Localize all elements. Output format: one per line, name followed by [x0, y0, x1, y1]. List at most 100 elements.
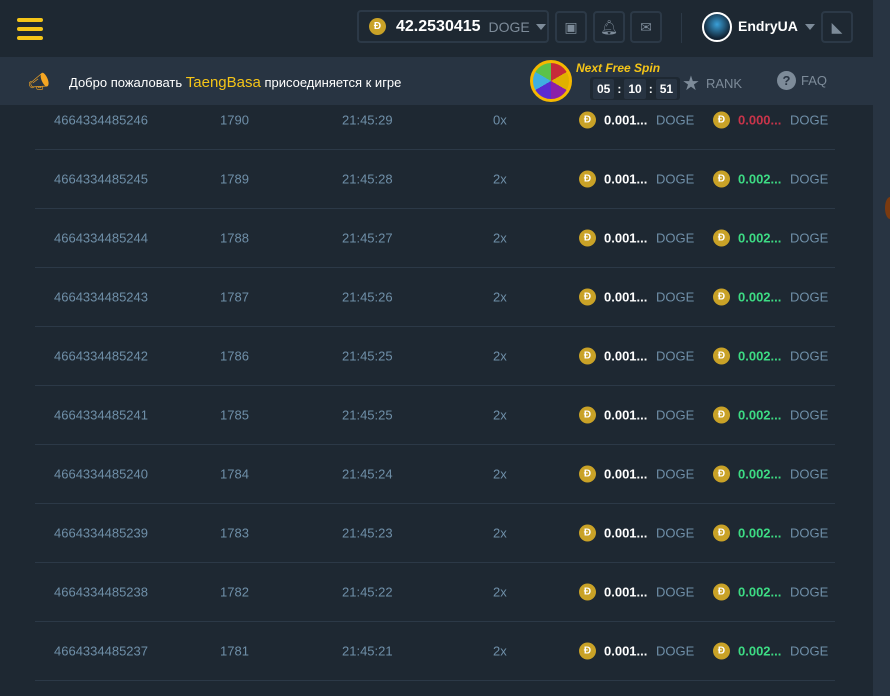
faq-link[interactable]: ? FAQ [777, 71, 827, 90]
multiplier: 2x [493, 525, 507, 541]
bet-id[interactable]: 4664334485246 [54, 112, 148, 128]
bet-currency: DOGE [656, 348, 695, 364]
payout-currency: DOGE [790, 112, 829, 128]
bet-amount: 0.001... [604, 289, 648, 305]
bet-amount-cell: Ð 0.001... DOGE [579, 524, 695, 542]
bet-id[interactable]: 4664334485243 [54, 289, 148, 305]
payout-amount: 0.002... [738, 171, 782, 187]
spin-timer: 05:10:51 [590, 77, 681, 100]
bet-currency: DOGE [656, 466, 695, 482]
multiplier: 2x [493, 348, 507, 364]
payout-amount: 0.002... [738, 348, 782, 364]
bet-id[interactable]: 4664334485237 [54, 643, 148, 659]
doge-coin-icon: Ð [713, 111, 730, 129]
rank-link[interactable]: ★ RANK [682, 71, 742, 96]
wallet-icon: ▣ [564, 18, 578, 35]
table-row[interactable]: 4664334485242 1786 21:45:25 2x Ð 0.001...… [35, 327, 835, 386]
bet-currency: DOGE [656, 230, 695, 246]
bet-currency: DOGE [656, 407, 695, 423]
round-number: 1788 [220, 230, 249, 246]
notifications-button[interactable]: 🔔︎ [593, 11, 625, 43]
faq-label: FAQ [801, 73, 828, 88]
timer-minutes: 10 [624, 78, 646, 99]
chevron-down-icon[interactable] [805, 24, 815, 30]
bell-icon: 🔔︎ [600, 18, 618, 35]
round-number: 1790 [220, 112, 249, 128]
bet-id[interactable]: 4664334485242 [54, 348, 148, 364]
username[interactable]: EndryUA [738, 18, 798, 34]
bet-amount-cell: Ð 0.001... DOGE [579, 642, 694, 660]
bet-amount-cell: Ð 0.001... DOGE [579, 347, 695, 365]
payout-currency: DOGE [790, 643, 829, 659]
round-number: 1783 [220, 525, 249, 541]
bet-currency: DOGE [656, 171, 695, 187]
bet-time: 21:45:28 [342, 171, 393, 187]
divider [681, 13, 682, 43]
doge-coin-icon: Ð [579, 229, 596, 247]
bet-currency: DOGE [656, 112, 695, 128]
star-icon: ★ [682, 73, 700, 95]
round-number: 1785 [220, 407, 249, 423]
bet-currency: DOGE [656, 525, 695, 541]
menu-icon[interactable] [17, 18, 43, 42]
balance-selector[interactable]: Ð 42.2530415 DOGE [357, 10, 549, 43]
bet-id[interactable]: 4664334485244 [54, 230, 148, 246]
messages-button[interactable]: ✉ [630, 11, 662, 43]
bet-id[interactable]: 4664334485239 [54, 525, 148, 541]
table-row[interactable]: 4664334485240 1784 21:45:24 2x Ð 0.001...… [35, 445, 835, 504]
chat-toggle-button[interactable]: ◣ [821, 11, 853, 43]
doge-coin-icon: Ð [579, 347, 596, 365]
round-number: 1789 [220, 171, 249, 187]
doge-coin-icon: Ð [579, 524, 596, 542]
payout-amount: 0.002... [738, 407, 782, 423]
bet-amount-cell: Ð 0.001... DOGE [579, 288, 695, 306]
table-row[interactable]: 4664334485237 1781 21:45:21 2x Ð 0.001...… [35, 622, 835, 681]
multiplier: 2x [493, 171, 507, 187]
bet-time: 21:45:25 [342, 407, 393, 423]
round-number: 1781 [220, 643, 249, 659]
table-row[interactable]: 4664334485241 1785 21:45:25 2x Ð 0.001...… [35, 386, 835, 445]
table-row[interactable]: 4664334485246 1790 21:45:29 0x Ð 0.001...… [35, 105, 835, 150]
bet-id[interactable]: 4664334485240 [54, 466, 148, 482]
bet-currency: DOGE [656, 584, 695, 600]
bet-time: 21:45:23 [342, 525, 393, 541]
payout-cell: Ð 0.002... DOGE [713, 170, 828, 188]
payout-cell: Ð 0.002... DOGE [713, 465, 828, 483]
payout-amount: 0.002... [738, 466, 782, 482]
bet-id[interactable]: 4664334485238 [54, 584, 148, 600]
chat-icon: ◣ [831, 18, 843, 35]
doge-coin-icon: Ð [369, 18, 386, 35]
doge-coin-icon: Ð [713, 642, 730, 660]
payout-cell: Ð 0.002... DOGE [713, 229, 829, 247]
payout-amount: 0.002... [738, 289, 782, 305]
payout-cell: Ð 0.002... DOGE [713, 288, 828, 306]
bet-id[interactable]: 4664334485241 [54, 407, 148, 423]
round-number: 1786 [220, 348, 249, 364]
player-name: TaengBasa [185, 74, 261, 91]
table-row[interactable]: 4664334485239 1783 21:45:23 2x Ð 0.001...… [35, 504, 835, 563]
payout-amount: 0.002... [738, 230, 782, 246]
avatar[interactable] [702, 12, 732, 42]
doge-coin-icon: Ð [713, 229, 730, 247]
payout-amount: 0.002... [738, 525, 782, 541]
doge-coin-icon: Ð [713, 465, 730, 483]
spin-wheel-icon[interactable] [530, 60, 572, 102]
payout-currency: DOGE [790, 525, 829, 541]
wallet-button[interactable]: ▣ [555, 11, 587, 43]
bet-currency: DOGE [656, 289, 695, 305]
payout-currency: DOGE [790, 230, 829, 246]
doge-coin-icon: Ð [579, 465, 596, 483]
multiplier: 2x [493, 584, 507, 600]
bet-time: 21:45:22 [342, 584, 393, 600]
table-row[interactable]: 4664334485244 1788 21:45:27 2x Ð 0.001...… [35, 209, 835, 268]
payout-currency: DOGE [790, 584, 829, 600]
bet-id[interactable]: 4664334485245 [54, 171, 148, 187]
table-row[interactable]: 4664334485238 1782 21:45:22 2x Ð 0.001...… [35, 563, 835, 622]
bet-time: 21:45:24 [342, 466, 393, 482]
bet-amount: 0.001... [604, 466, 648, 482]
table-row[interactable]: 4664334485245 1789 21:45:28 2x Ð 0.001...… [35, 150, 835, 209]
bet-amount: 0.001... [604, 112, 648, 128]
multiplier: 2x [493, 643, 507, 659]
doge-coin-icon: Ð [579, 406, 596, 424]
table-row[interactable]: 4664334485243 1787 21:45:26 2x Ð 0.001...… [35, 268, 835, 327]
